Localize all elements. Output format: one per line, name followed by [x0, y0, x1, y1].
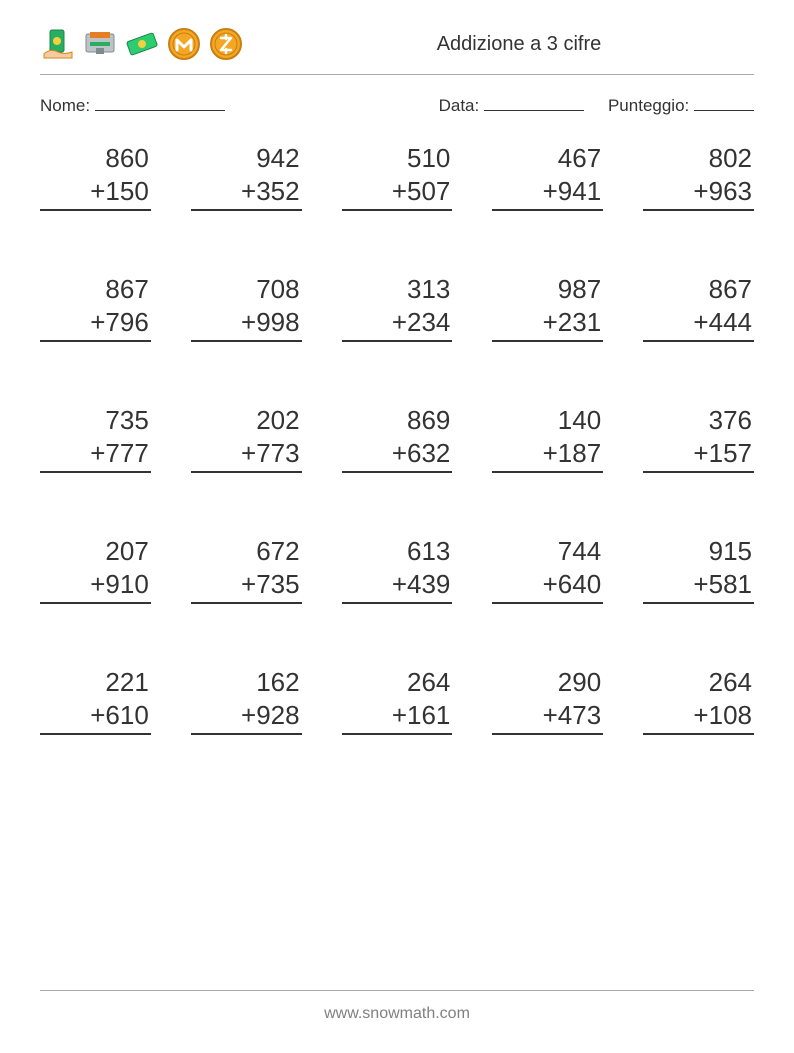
addition-problem: 290+473	[492, 666, 603, 735]
header-icons	[40, 26, 244, 62]
addition-problem: 467+941	[492, 142, 603, 211]
addend-top: 869	[342, 404, 453, 437]
addend-top: 613	[342, 535, 453, 568]
addend-bottom: +910	[40, 568, 151, 605]
addition-problem: 744+640	[492, 535, 603, 604]
addend-bottom: +161	[342, 699, 453, 736]
addition-problem: 264+108	[643, 666, 754, 735]
addend-bottom: +773	[191, 437, 302, 474]
addend-bottom: +473	[492, 699, 603, 736]
addition-problem: 162+928	[191, 666, 302, 735]
addend-bottom: +439	[342, 568, 453, 605]
name-label: Nome:	[40, 96, 90, 115]
addition-problem: 867+796	[40, 273, 151, 342]
meta-row: Nome: Data: Punteggio:	[40, 93, 754, 116]
footer-divider	[40, 990, 754, 991]
addition-problem: 942+352	[191, 142, 302, 211]
addition-problem: 202+773	[191, 404, 302, 473]
addend-top: 735	[40, 404, 151, 437]
footer: www.snowmath.com	[0, 990, 794, 1023]
addition-problem: 867+444	[643, 273, 754, 342]
addend-top: 867	[40, 273, 151, 306]
addend-top: 290	[492, 666, 603, 699]
addition-problem: 376+157	[643, 404, 754, 473]
footer-url: www.snowmath.com	[0, 1005, 794, 1023]
addend-bottom: +507	[342, 175, 453, 212]
addend-bottom: +963	[643, 175, 754, 212]
addend-top: 202	[191, 404, 302, 437]
addend-bottom: +777	[40, 437, 151, 474]
worksheet-title: Addizione a 3 cifre	[284, 33, 754, 56]
meta-date: Data:	[439, 93, 584, 116]
addition-problem: 313+234	[342, 273, 453, 342]
date-label: Data:	[439, 96, 480, 115]
addition-problem: 510+507	[342, 142, 453, 211]
addend-top: 467	[492, 142, 603, 175]
addend-bottom: +444	[643, 306, 754, 343]
addend-top: 140	[492, 404, 603, 437]
addend-bottom: +640	[492, 568, 603, 605]
addend-bottom: +735	[191, 568, 302, 605]
addend-bottom: +187	[492, 437, 603, 474]
addition-problem: 860+150	[40, 142, 151, 211]
name-blank[interactable]	[95, 93, 225, 111]
addition-problem: 613+439	[342, 535, 453, 604]
addition-problem: 802+963	[643, 142, 754, 211]
date-blank[interactable]	[484, 93, 584, 111]
addend-top: 162	[191, 666, 302, 699]
addend-top: 860	[40, 142, 151, 175]
bill-icon	[124, 26, 160, 62]
coin-z-icon	[208, 26, 244, 62]
addend-bottom: +941	[492, 175, 603, 212]
addition-problem: 869+632	[342, 404, 453, 473]
addition-problem: 672+735	[191, 535, 302, 604]
addition-problem: 735+777	[40, 404, 151, 473]
addend-bottom: +108	[643, 699, 754, 736]
meta-name: Nome:	[40, 93, 439, 116]
addition-problem: 207+910	[40, 535, 151, 604]
addend-top: 672	[191, 535, 302, 568]
addend-top: 744	[492, 535, 603, 568]
addend-top: 867	[643, 273, 754, 306]
addend-bottom: +998	[191, 306, 302, 343]
score-blank[interactable]	[694, 93, 754, 111]
addend-bottom: +231	[492, 306, 603, 343]
addend-top: 708	[191, 273, 302, 306]
addend-top: 942	[191, 142, 302, 175]
addend-top: 264	[342, 666, 453, 699]
addend-bottom: +234	[342, 306, 453, 343]
cash-hand-icon	[40, 26, 76, 62]
addend-bottom: +581	[643, 568, 754, 605]
addend-top: 221	[40, 666, 151, 699]
addition-problem: 140+187	[492, 404, 603, 473]
addend-bottom: +928	[191, 699, 302, 736]
addition-problem: 915+581	[643, 535, 754, 604]
addend-top: 264	[643, 666, 754, 699]
addition-problem: 708+998	[191, 273, 302, 342]
addend-top: 915	[643, 535, 754, 568]
meta-score: Punteggio:	[608, 93, 754, 116]
coin-m-icon	[166, 26, 202, 62]
addend-top: 207	[40, 535, 151, 568]
problems-grid: 860+150942+352510+507467+941802+963867+7…	[40, 142, 754, 735]
addend-bottom: +610	[40, 699, 151, 736]
addend-bottom: +796	[40, 306, 151, 343]
addend-top: 376	[643, 404, 754, 437]
header: Addizione a 3 cifre	[40, 20, 754, 75]
addition-problem: 987+231	[492, 273, 603, 342]
addend-top: 313	[342, 273, 453, 306]
addend-top: 510	[342, 142, 453, 175]
addition-problem: 264+161	[342, 666, 453, 735]
atm-icon	[82, 26, 118, 62]
addend-top: 987	[492, 273, 603, 306]
worksheet-page: Addizione a 3 cifre Nome: Data: Punteggi…	[0, 0, 794, 735]
score-label: Punteggio:	[608, 96, 689, 115]
addend-bottom: +352	[191, 175, 302, 212]
addition-problem: 221+610	[40, 666, 151, 735]
addend-bottom: +632	[342, 437, 453, 474]
addend-bottom: +150	[40, 175, 151, 212]
addend-top: 802	[643, 142, 754, 175]
addend-bottom: +157	[643, 437, 754, 474]
